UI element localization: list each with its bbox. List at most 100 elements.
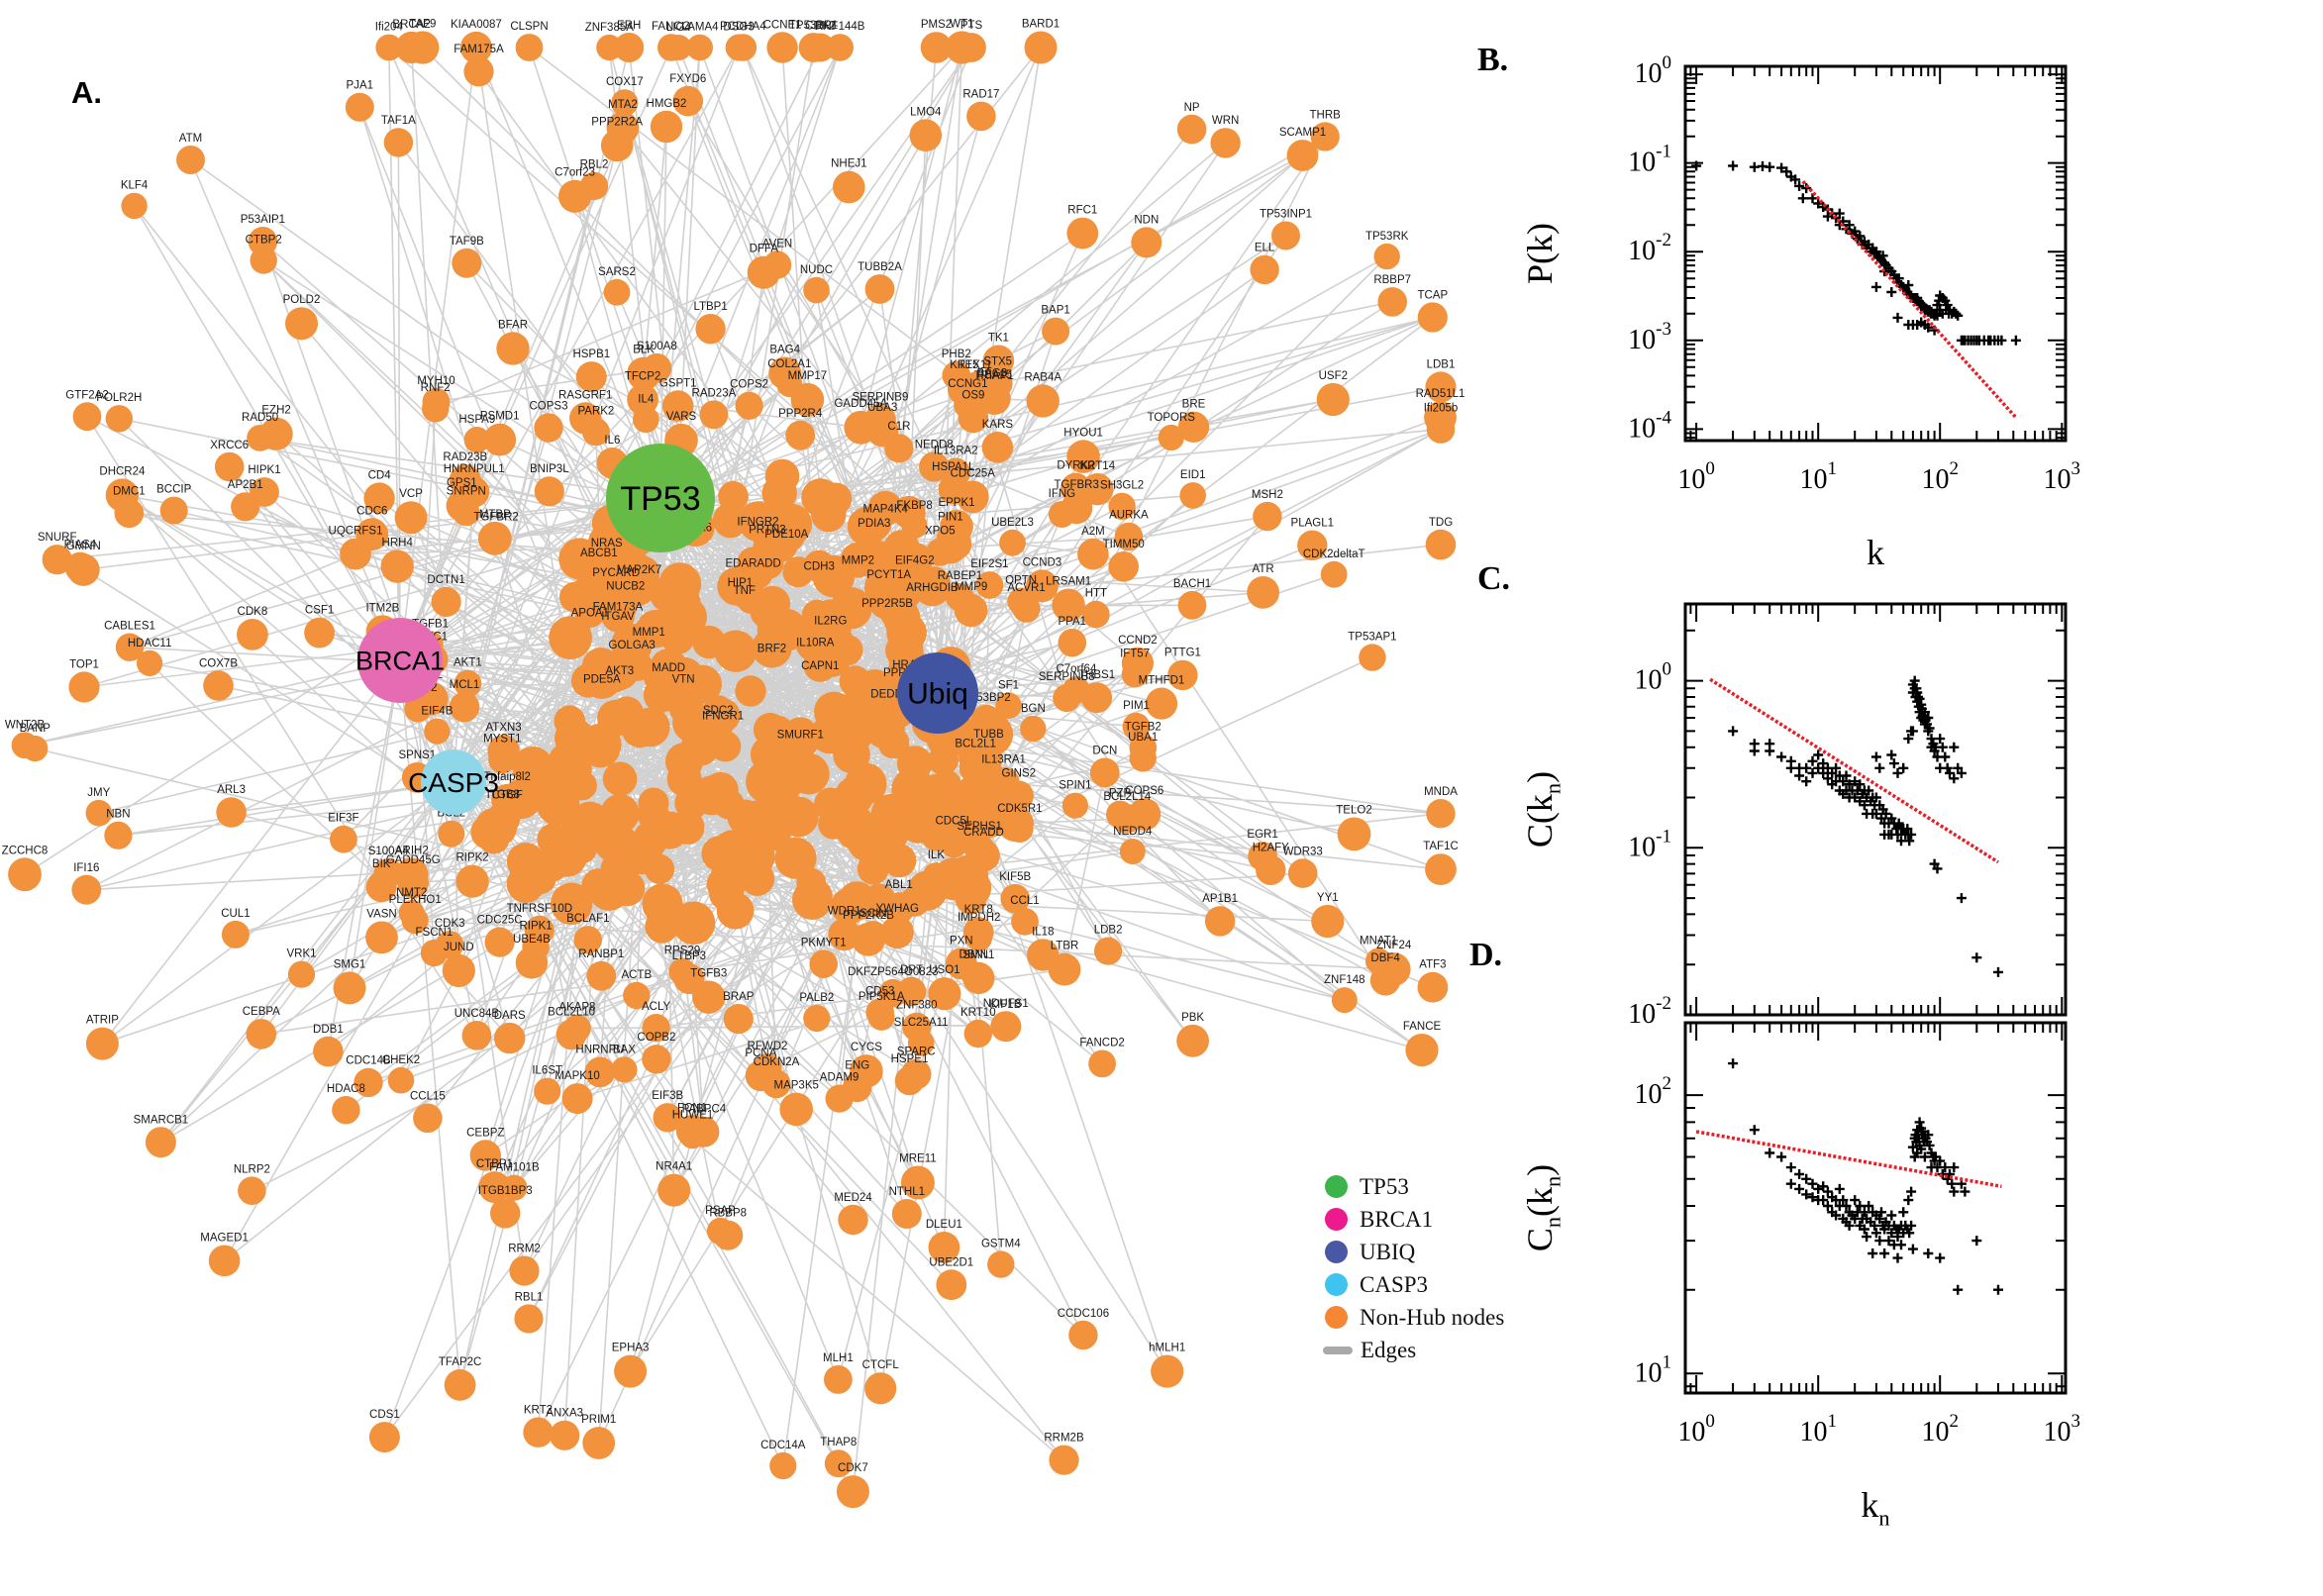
network-node-label: TAF1C <box>1423 841 1459 852</box>
network-node <box>1310 122 1340 151</box>
network-node <box>995 692 1022 719</box>
network-node-label: CCND2 <box>1118 635 1158 647</box>
network-node-label: PALB2 <box>799 992 834 1004</box>
network-node-label: SCIN <box>859 908 886 920</box>
nonhub-dot-swatch <box>1325 1306 1348 1329</box>
network-node-label: Ifi204 <box>375 22 404 34</box>
network-node-label: BFAR <box>498 319 528 331</box>
network-node-label: ZNF148 <box>1324 974 1365 986</box>
network-node-label: PJA1 <box>347 80 374 92</box>
network-node-label: GMNN <box>66 541 101 552</box>
network-node <box>735 391 763 420</box>
network-node <box>653 1103 682 1133</box>
network-node <box>880 915 914 949</box>
network-node <box>642 1013 670 1043</box>
network-node-label: HIP1 <box>728 577 754 589</box>
network-node <box>638 787 669 819</box>
network-node <box>145 1127 176 1158</box>
network-node <box>958 402 989 434</box>
network-node <box>114 498 145 529</box>
network-node-label: CDC14B <box>346 1055 391 1067</box>
network-node <box>365 921 398 954</box>
legend-label: UBIQ <box>1360 1239 1416 1264</box>
network-node-label: SPIN1 <box>1059 780 1091 792</box>
network-node <box>1425 371 1457 403</box>
network-node <box>757 608 800 650</box>
network-node-label: WNT2B <box>5 719 46 731</box>
network-node-label: COPB2 <box>637 1032 675 1044</box>
axis-ticks <box>1685 66 2066 441</box>
network-node <box>1049 1445 1079 1475</box>
network-node <box>1253 501 1282 532</box>
network-node <box>661 390 694 422</box>
network-node-label: SH3GL2 <box>1100 480 1144 492</box>
network-node <box>753 548 784 579</box>
hub-ubiq <box>897 652 978 734</box>
network-node-label: PLAGL1 <box>1291 518 1334 530</box>
x-tick-label: 100 <box>1677 1411 1715 1447</box>
network-node-label: NDUFS1 <box>983 998 1029 1010</box>
network-node-label: UBA3 <box>867 402 897 414</box>
network-node-label: FXYD6 <box>669 73 706 85</box>
network-node-label: IFNGR1 <box>702 711 744 723</box>
network-node-label: DBNL <box>960 949 990 961</box>
network-node-label: FAM101B <box>489 1162 540 1174</box>
network-node-label: GSTM4 <box>981 1238 1021 1249</box>
panel-label-a: A. <box>71 75 102 110</box>
network-node-label: XRCC6 <box>210 440 249 451</box>
network-node-label: hMLH1 <box>1149 1343 1185 1354</box>
network-node-label: PMS2 <box>921 19 952 31</box>
network-node-label: TUBB <box>973 729 1004 741</box>
network-node-label: SPNS1 <box>398 749 436 761</box>
network-node <box>573 926 602 954</box>
network-node-label: DMC1 <box>113 486 146 498</box>
network-node <box>565 832 598 864</box>
network-node-label: CAPN1 <box>801 660 839 672</box>
network-node <box>488 746 517 774</box>
network-node-label: TGFBR2 <box>473 511 518 523</box>
network-node <box>642 1045 671 1074</box>
network-node-label: AKT3 <box>605 665 634 677</box>
network-node <box>967 839 1000 872</box>
network-node <box>603 278 631 306</box>
network-node-label: IFT57 <box>1120 648 1150 660</box>
network-node-label: EIF4G2 <box>895 555 935 567</box>
network-node <box>706 867 739 901</box>
network-node <box>965 795 1009 839</box>
network-node <box>945 31 979 64</box>
network-node <box>514 1304 544 1334</box>
network-node <box>609 870 646 907</box>
network-node-label: RAB4A <box>1024 371 1061 383</box>
y-tick-label: 10-1 <box>1628 826 1671 862</box>
network-node <box>569 402 602 435</box>
network-node <box>1094 937 1123 965</box>
network-node <box>901 512 928 540</box>
network-node-label: IL13RA2 <box>934 445 978 456</box>
network-node <box>818 808 850 840</box>
network-node <box>1108 551 1139 582</box>
network-node <box>478 1171 511 1204</box>
network-node-label: TOP1 <box>69 659 99 671</box>
x-tick-label: 102 <box>1921 1411 1959 1447</box>
network-node-label: KRT2 <box>524 1405 553 1417</box>
network-node-label: ATRIP <box>86 1015 119 1027</box>
network-node-label: LTBP3 <box>672 950 706 962</box>
network-node <box>651 811 689 849</box>
network-node-labels: FAM173ANRASHRASGOLGA3AKT3CAPN1MADDDEDDPD… <box>2 18 1465 1474</box>
network-node-label: NR4A1 <box>656 1161 692 1173</box>
network-node <box>831 887 867 925</box>
network-node-label: NUCB2 <box>606 580 645 592</box>
network-node <box>1012 594 1041 623</box>
network-node <box>345 92 374 122</box>
network-node-label: CRADD <box>963 827 1004 839</box>
network-node-label: C7orf23 <box>555 167 595 179</box>
network-node <box>509 1255 540 1286</box>
network-node-label: SERPINB8 <box>1039 671 1095 683</box>
network-node-label: COPS6 <box>1125 785 1163 797</box>
network-node <box>490 1198 521 1229</box>
network-node <box>537 823 570 856</box>
network-node-label: RIPK2 <box>455 852 488 864</box>
network-node <box>394 501 428 535</box>
network-node <box>882 892 915 925</box>
